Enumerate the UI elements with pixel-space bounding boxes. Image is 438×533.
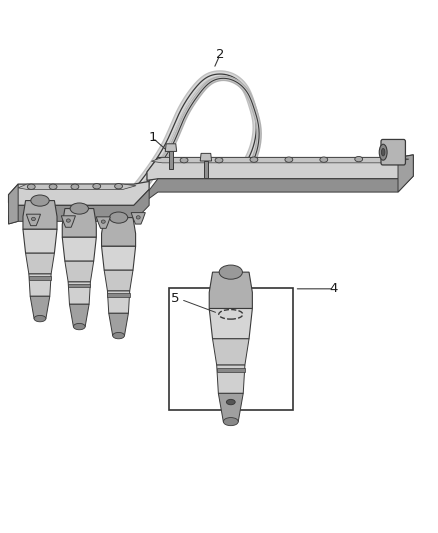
Polygon shape xyxy=(398,155,413,192)
Ellipse shape xyxy=(136,216,140,219)
Ellipse shape xyxy=(71,184,79,189)
Ellipse shape xyxy=(223,417,238,426)
Polygon shape xyxy=(147,155,413,180)
Polygon shape xyxy=(169,151,173,168)
Polygon shape xyxy=(68,282,90,304)
Text: 4: 4 xyxy=(329,282,338,295)
Polygon shape xyxy=(96,217,110,228)
Polygon shape xyxy=(107,293,130,296)
Polygon shape xyxy=(147,163,413,200)
Ellipse shape xyxy=(320,157,328,163)
Polygon shape xyxy=(107,291,130,313)
Polygon shape xyxy=(29,274,51,296)
Ellipse shape xyxy=(385,157,393,162)
Polygon shape xyxy=(25,253,54,274)
Ellipse shape xyxy=(93,183,101,189)
Polygon shape xyxy=(23,229,57,253)
Polygon shape xyxy=(165,144,177,151)
Polygon shape xyxy=(62,237,96,261)
Ellipse shape xyxy=(31,195,49,206)
Ellipse shape xyxy=(34,316,46,322)
Polygon shape xyxy=(102,217,136,246)
Ellipse shape xyxy=(27,184,35,189)
Ellipse shape xyxy=(110,212,128,223)
Polygon shape xyxy=(30,296,50,319)
Ellipse shape xyxy=(381,149,385,156)
Polygon shape xyxy=(209,309,252,339)
Ellipse shape xyxy=(101,220,105,223)
Polygon shape xyxy=(217,365,245,393)
Text: 3: 3 xyxy=(35,193,43,207)
Polygon shape xyxy=(62,208,96,237)
Ellipse shape xyxy=(215,158,223,163)
Ellipse shape xyxy=(180,158,188,163)
Polygon shape xyxy=(68,284,90,287)
Polygon shape xyxy=(9,184,18,224)
Bar xyxy=(169,288,293,410)
Ellipse shape xyxy=(67,219,71,222)
Ellipse shape xyxy=(74,324,85,330)
Ellipse shape xyxy=(115,183,123,189)
Polygon shape xyxy=(151,158,409,163)
Ellipse shape xyxy=(226,399,235,405)
Polygon shape xyxy=(217,368,245,372)
Polygon shape xyxy=(131,213,145,224)
Polygon shape xyxy=(212,339,249,365)
Polygon shape xyxy=(26,214,40,225)
Polygon shape xyxy=(109,313,128,336)
Polygon shape xyxy=(204,161,208,178)
Ellipse shape xyxy=(379,144,387,160)
Text: 5: 5 xyxy=(171,292,180,305)
Polygon shape xyxy=(23,200,57,229)
Polygon shape xyxy=(9,181,149,205)
Polygon shape xyxy=(209,272,252,309)
Text: 2: 2 xyxy=(215,49,224,61)
Polygon shape xyxy=(61,216,75,227)
Ellipse shape xyxy=(113,333,124,339)
FancyBboxPatch shape xyxy=(381,140,406,165)
Ellipse shape xyxy=(250,157,258,163)
Polygon shape xyxy=(18,184,136,189)
Ellipse shape xyxy=(49,184,57,189)
Polygon shape xyxy=(65,261,94,282)
Ellipse shape xyxy=(355,157,363,162)
Ellipse shape xyxy=(219,265,242,279)
Polygon shape xyxy=(29,276,51,279)
Ellipse shape xyxy=(285,157,293,163)
Polygon shape xyxy=(9,189,149,224)
Ellipse shape xyxy=(70,203,88,214)
Polygon shape xyxy=(70,304,89,327)
Polygon shape xyxy=(219,393,243,422)
Polygon shape xyxy=(102,246,136,270)
Polygon shape xyxy=(200,154,212,161)
Polygon shape xyxy=(104,270,133,291)
Ellipse shape xyxy=(32,217,35,221)
Text: 1: 1 xyxy=(148,131,157,144)
